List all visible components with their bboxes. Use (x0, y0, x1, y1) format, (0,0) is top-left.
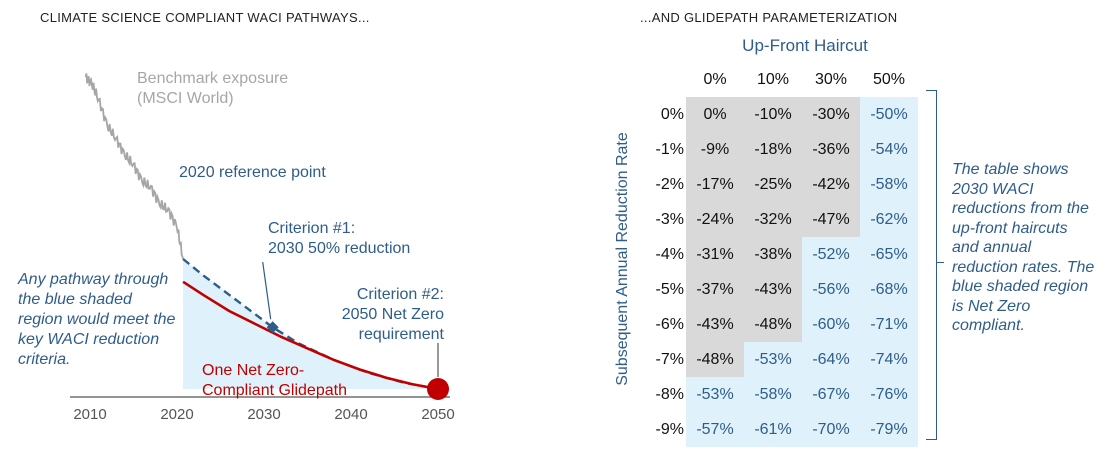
compliance-bracket-tick (936, 262, 944, 263)
net-zero-marker (427, 378, 449, 400)
table-cell: -57% (686, 412, 744, 447)
table-cell: -58% (860, 167, 918, 202)
table-cell: -17% (686, 167, 744, 202)
table-cell: -58% (744, 377, 802, 412)
criterion1-label: Criterion #1: 2030 50% reduction (268, 220, 410, 257)
table-cell: -38% (744, 237, 802, 272)
table-cell: -43% (686, 307, 744, 342)
table-cell: -76% (860, 377, 918, 412)
table-row: -6% -43% -48% -60% -71% (640, 307, 918, 342)
table-corner (640, 62, 686, 97)
benchmark-series-line (84, 73, 184, 260)
table-cell: -10% (744, 97, 802, 132)
column-header: 30% (814, 70, 848, 88)
waci-pathway-chart: 2010 2020 2030 2040 2050 Benchmark exposure (M… (70, 70, 455, 423)
table-cell: -31% (686, 237, 744, 272)
column-header: 0% (703, 70, 727, 88)
criterion1-marker (266, 321, 279, 334)
x-tick-label: 2050 (421, 406, 454, 423)
table-cell: -50% (860, 97, 918, 132)
x-tick-label: 2020 (160, 406, 193, 423)
right-table-title: ...AND GLIDEPATH PARAMETERIZATION (640, 10, 898, 25)
benchmark-label: Benchmark exposure (MSCI World) (137, 70, 288, 107)
table-row: -5% -37% -43% -56% -68% (640, 272, 918, 307)
reference-point-label: 2020 reference point (179, 164, 326, 181)
table-cell: -47% (802, 202, 860, 237)
compliance-bracket (926, 90, 937, 440)
table-cell: -53% (744, 342, 802, 377)
compliant-region (183, 259, 438, 389)
table-row: -7% -48% -53% -64% -74% (640, 342, 918, 377)
table-cell: -24% (686, 202, 744, 237)
table-row: -3% -24% -32% -47% -62% (640, 202, 918, 237)
table-cell: -48% (744, 307, 802, 342)
row-header: -1% (655, 140, 684, 158)
column-header: 10% (756, 70, 790, 88)
left-chart-note: Any pathway through the blue shaded regi… (18, 271, 176, 368)
table-cell: -79% (860, 412, 918, 447)
table-cell: -56% (802, 272, 860, 307)
row-header: -3% (655, 210, 684, 228)
table-row-axis-label: Subsequent Annual Reduction Rate (614, 132, 631, 386)
table-cell: -70% (802, 412, 860, 447)
column-header: 50% (872, 70, 906, 88)
table-cell: -67% (802, 377, 860, 412)
table-cell: -74% (860, 342, 918, 377)
row-header: 0% (660, 105, 684, 123)
table-cell: -9% (686, 132, 744, 167)
criterion1-leader (262, 261, 272, 320)
row-header: -9% (655, 420, 684, 438)
glidepath-label: One Net Zero-Compliant Glidepath (202, 362, 347, 399)
row-header: -5% (655, 280, 684, 298)
table-row: -2% -17% -25% -42% -58% (640, 167, 918, 202)
table-cell: -65% (860, 237, 918, 272)
right-table-note: The table shows 2030 WACI reductions fro… (952, 161, 1095, 334)
table-row: -8% -53% -58% -67% -76% (640, 377, 918, 412)
table-cell: -48% (686, 342, 744, 377)
table-cell: -54% (860, 132, 918, 167)
row-header: -4% (655, 245, 684, 263)
table-column-axis-label: Up-Front Haircut (742, 36, 868, 55)
table-cell: -68% (860, 272, 918, 307)
left-chart-title: CLIMATE SCIENCE COMPLIANT WACI PATHWAYS.… (40, 10, 370, 25)
table-cell: -32% (744, 202, 802, 237)
glidepath-table: 0% 10% 30% 50% 0% 0% -10% -30% -50% -1% -9% -18% -36… (640, 62, 918, 447)
x-tick-label: 2010 (73, 406, 106, 423)
table-row: -9% -57% -61% -70% -79% (640, 412, 918, 447)
glidepath-series-line (182, 280, 439, 391)
table-cell: -62% (860, 202, 918, 237)
table-cell: -71% (860, 307, 918, 342)
table-row: 0% 0% -10% -30% -50% (640, 97, 918, 132)
table-cell: -61% (744, 412, 802, 447)
table-cell: -43% (744, 272, 802, 307)
table-cell: -25% (744, 167, 802, 202)
table-cell: -64% (802, 342, 860, 377)
row-header: -2% (655, 175, 684, 193)
table-cell: -18% (744, 132, 802, 167)
row-header: -7% (655, 350, 684, 368)
row-header: -6% (655, 315, 684, 333)
table-cell: -60% (802, 307, 860, 342)
row-header: -8% (655, 385, 684, 403)
x-tick-label: 2030 (247, 406, 280, 423)
criterion2-label: Criterion #2: 2050 Net Zero requirement (342, 286, 445, 343)
table-cell: -53% (686, 377, 744, 412)
table-cell: -37% (686, 272, 744, 307)
table-row: -4% -31% -38% -52% -65% (640, 237, 918, 272)
table-cell: -30% (802, 97, 860, 132)
table-cell: -36% (802, 132, 860, 167)
table-cell: -52% (802, 237, 860, 272)
table-cell: -42% (802, 167, 860, 202)
table-row: -1% -9% -18% -36% -54% (640, 132, 918, 167)
x-tick-label: 2040 (334, 406, 367, 423)
table-cell: 0% (686, 97, 744, 132)
